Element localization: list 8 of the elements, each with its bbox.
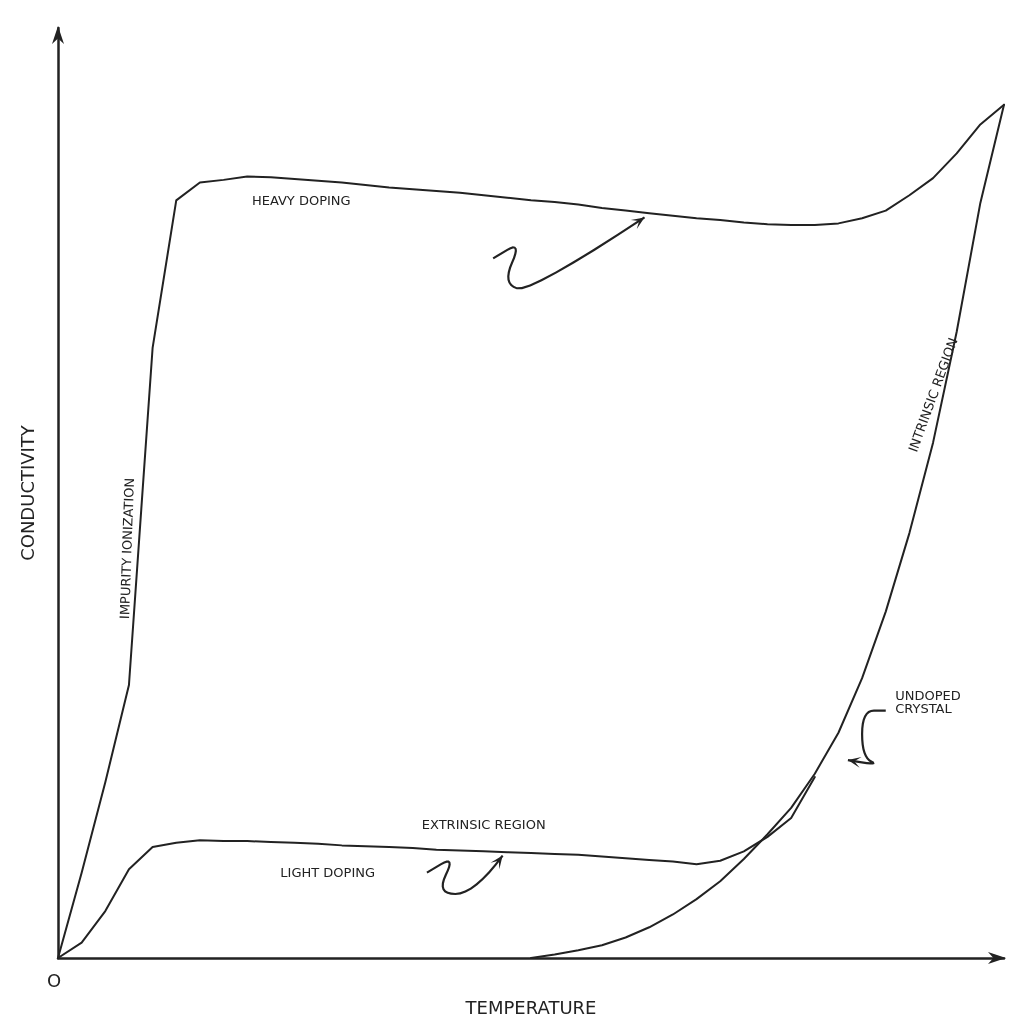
x-axis-title: TEMPERATURE [464,996,597,1018]
y-axis-title: CONDUCTIVITY [16,424,38,561]
series-label: HEAVY DOPING [251,192,351,208]
text: O [46,969,62,991]
text: UNDOPED CRYSTAL [895,688,965,717]
annotation: EXTRINSIC REGION [421,817,546,833]
annotation: IMPURITY IONIZATION [117,477,138,620]
series-label: LIGHT DOPING [280,865,376,881]
